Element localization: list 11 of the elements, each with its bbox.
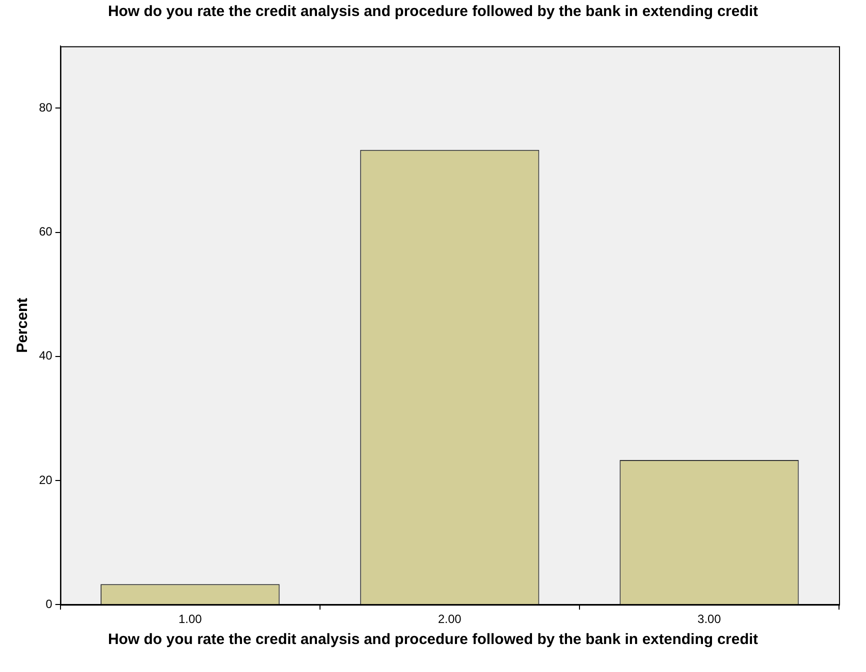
y-tick-label: 40 (38, 348, 53, 363)
y-tick-label: 60 (38, 224, 53, 239)
y-tick-label: 0 (46, 596, 53, 611)
chart-title: How do you rate the credit analysis and procedure followed by the bank in extending credit (106, 2, 760, 22)
x-tick-label: 3.00 (698, 612, 722, 626)
y-tick-label: 80 (38, 100, 53, 115)
x-tick-label: 2.00 (438, 612, 462, 626)
y-axis-title: Percent (14, 298, 32, 353)
y-tick-label: 20 (38, 472, 53, 487)
x-axis-title: How do you rate the credit analysis and procedure followed by the bank in extending credit (106, 631, 760, 648)
x-tick-label: 1.00 (178, 612, 202, 626)
